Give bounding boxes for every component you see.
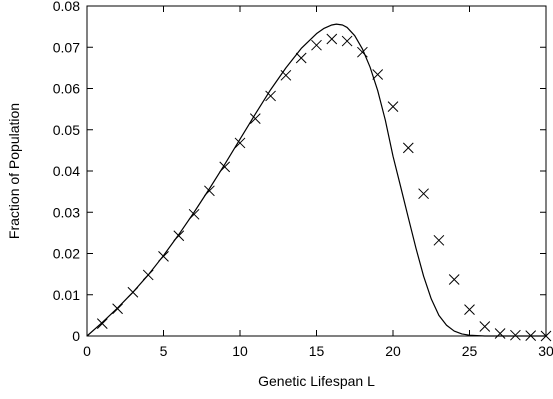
y-tick-label: 0.05 [53, 122, 80, 138]
data-point-marker [387, 101, 399, 113]
data-point-marker [510, 329, 521, 341]
data-point-marker [96, 318, 108, 329]
x-tick-label: 30 [538, 343, 553, 359]
data-point-marker [311, 39, 322, 51]
series-layer [86, 23, 552, 342]
data-point-marker [341, 35, 353, 47]
data-point-marker [433, 234, 445, 246]
data-point-marker [402, 142, 414, 154]
y-axis-label: Fraction of Population [6, 103, 22, 239]
data-point-marker [372, 69, 384, 80]
data-point-marker [464, 304, 475, 315]
x-axis-ticks: 0 5 10 15 20 25 30 [83, 6, 553, 359]
y-tick-label: 0.02 [53, 246, 80, 262]
data-point-marker [234, 137, 246, 149]
x-tick-label: 10 [232, 343, 248, 359]
x-tick-label: 0 [83, 343, 91, 359]
y-tick-label: 0 [72, 328, 80, 344]
data-point-marker [249, 113, 261, 124]
y-tick-label: 0.01 [53, 287, 80, 303]
x-tick-label: 5 [160, 343, 168, 359]
data-point-marker [326, 33, 338, 45]
x-tick-label: 15 [309, 343, 325, 359]
y-tick-label: 0.03 [53, 204, 80, 220]
y-tick-label: 0.04 [53, 163, 80, 179]
data-point-marker [479, 321, 491, 332]
data-point-marker [280, 69, 292, 81]
x-axis-label: Genetic Lifespan L [258, 373, 375, 389]
curve-series-line [86, 23, 546, 337]
y-tick-label: 0.08 [53, 0, 80, 14]
plot-frame [86, 5, 547, 337]
y-axis-ticks: 0 0.01 0.02 0.03 0.04 0.05 0.06 0.07 0.08 [53, 0, 546, 344]
data-point-marker [418, 188, 429, 200]
data-point-marker [265, 90, 276, 102]
data-point-marker [448, 274, 460, 285]
data-point-marker [295, 52, 307, 64]
x-tick-label: 25 [462, 343, 478, 359]
data-point-marker [494, 328, 506, 339]
x-tick-label: 20 [385, 343, 401, 359]
marker-series [96, 33, 552, 342]
y-tick-label: 0.07 [53, 39, 80, 55]
y-tick-label: 0.06 [53, 81, 80, 97]
